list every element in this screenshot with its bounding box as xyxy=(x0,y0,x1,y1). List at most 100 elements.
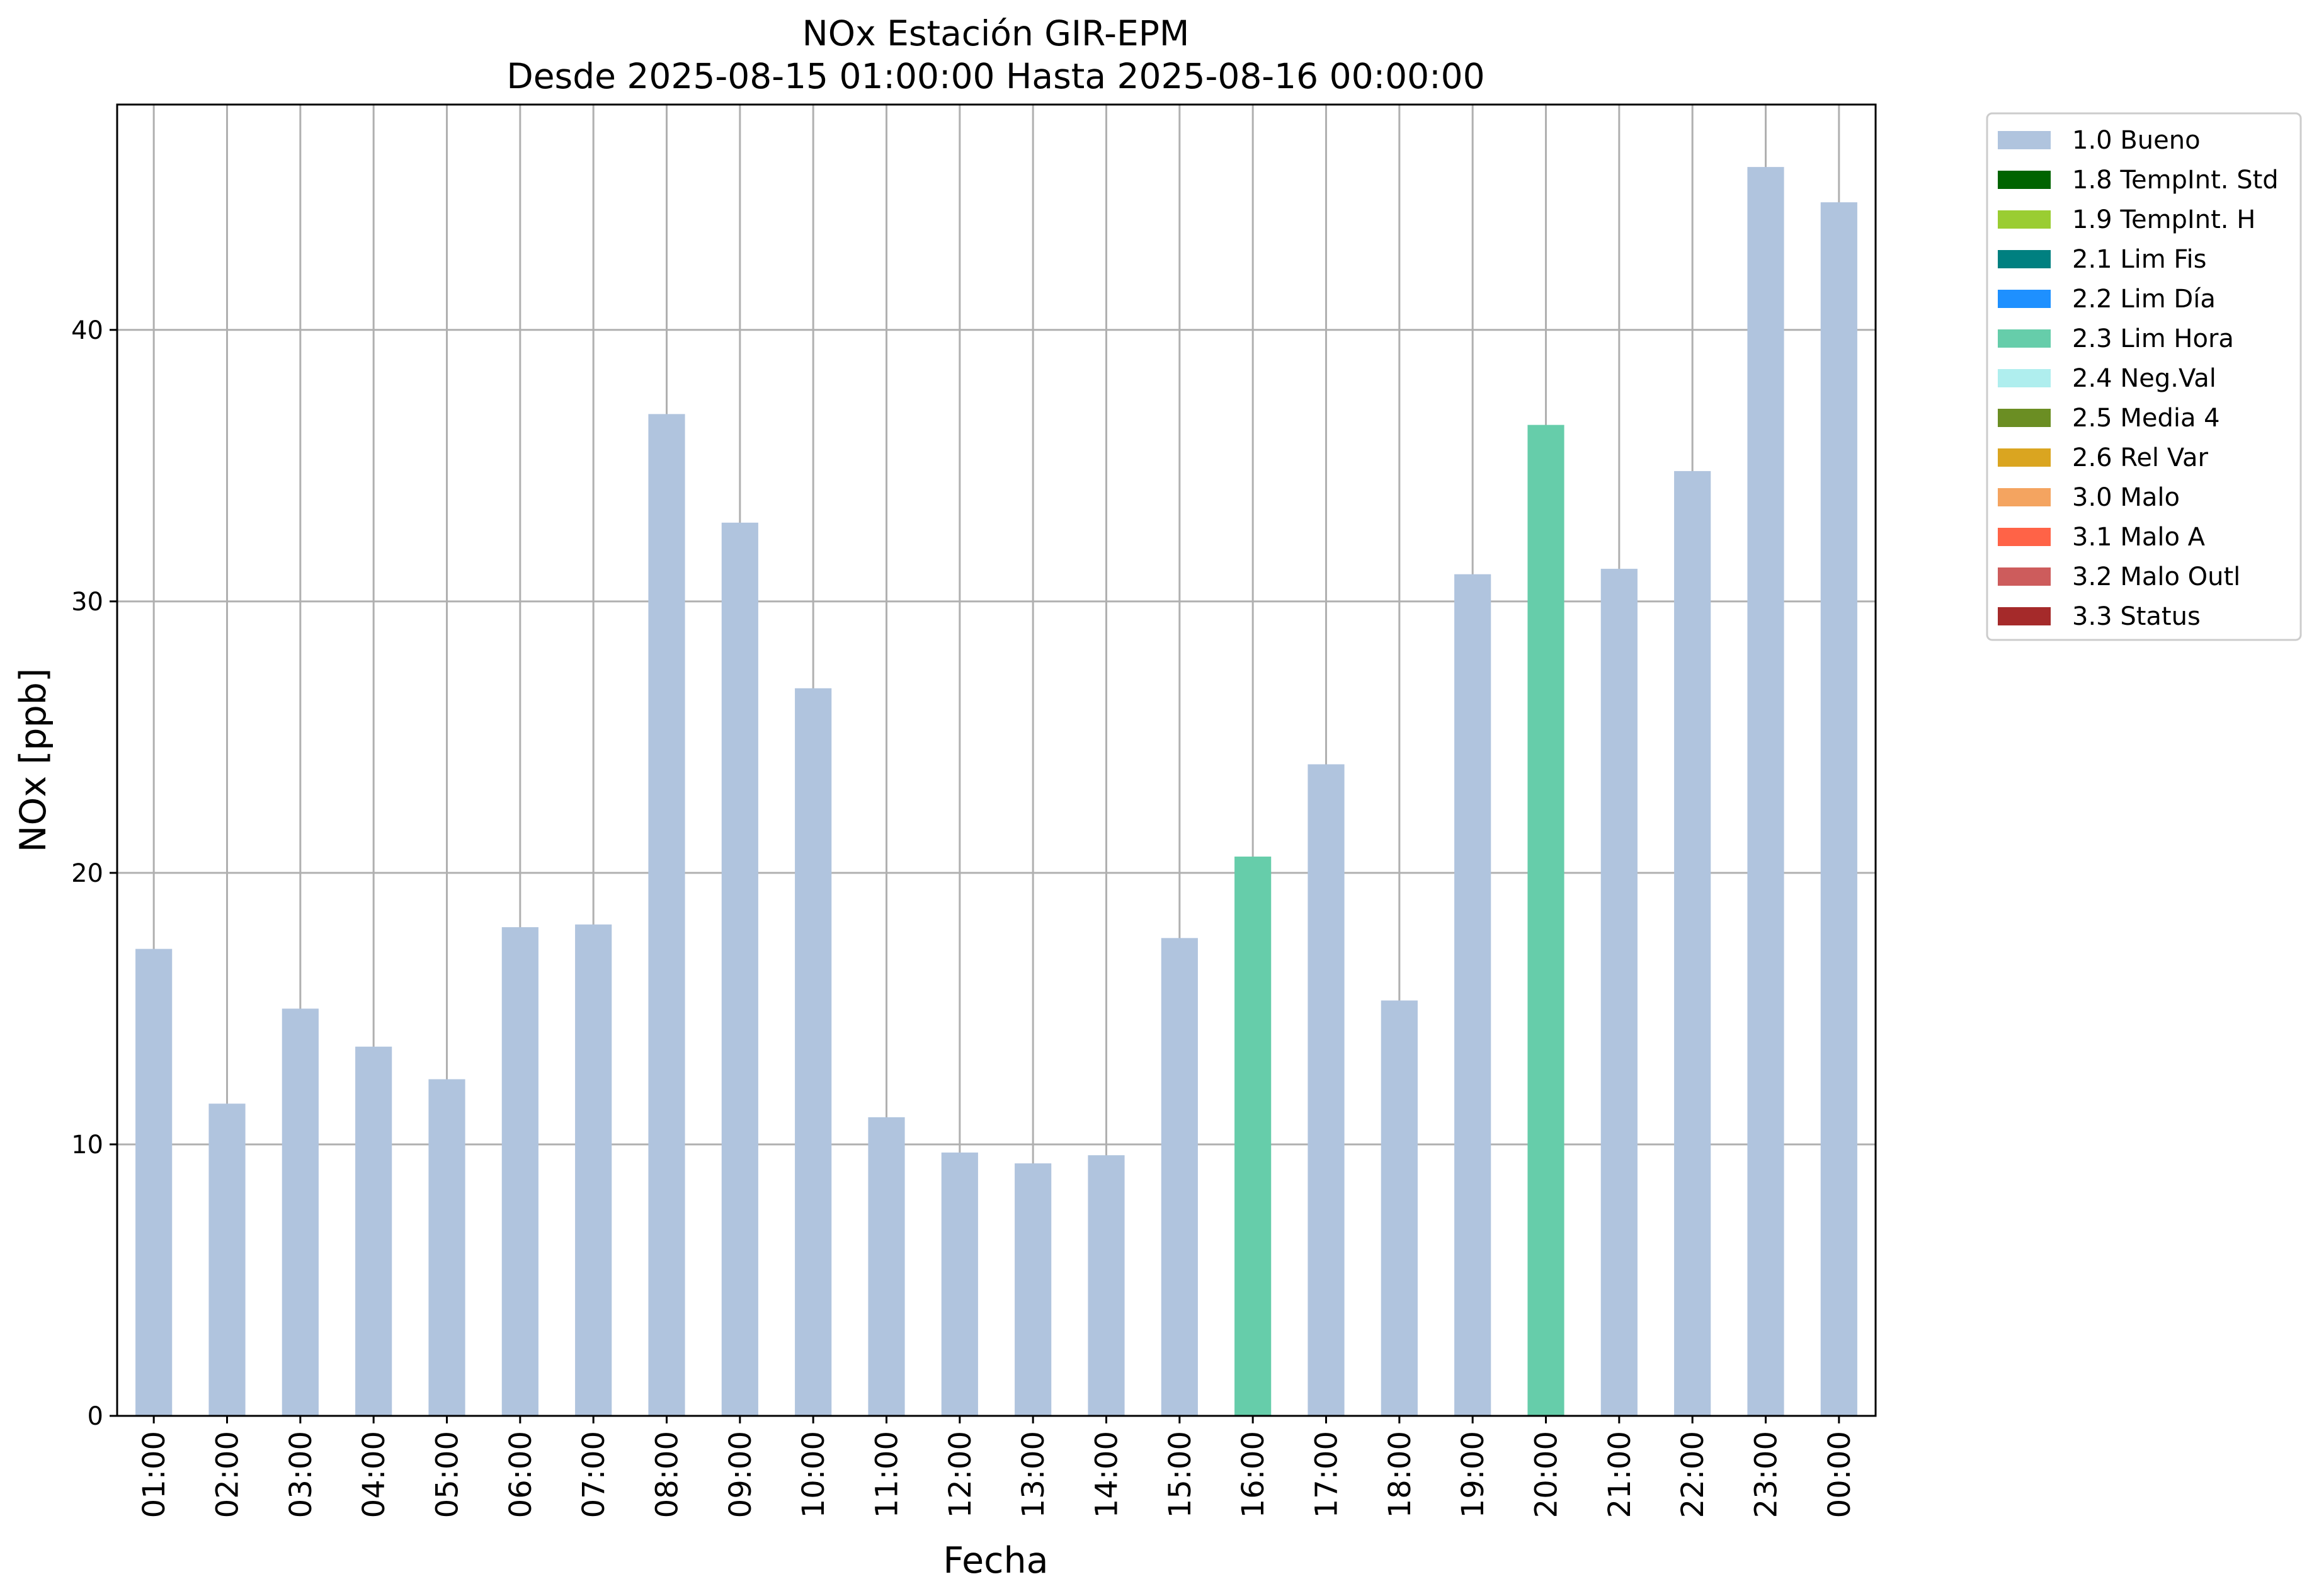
chart-subtitle: Desde 2025-08-15 01:00:00 Hasta 2025-08-… xyxy=(506,56,1484,96)
x-tick-label: 20:00 xyxy=(1529,1431,1564,1518)
x-tick-label: 09:00 xyxy=(723,1431,758,1518)
legend-swatch xyxy=(1998,607,2051,625)
legend-item: 1.8 TempInt. Std xyxy=(1998,166,2279,195)
y-tick-label: 0 xyxy=(88,1402,103,1431)
x-tick-label: 16:00 xyxy=(1236,1431,1271,1518)
x-tick-label: 12:00 xyxy=(943,1431,978,1518)
bar xyxy=(575,924,612,1416)
x-tick-label: 01:00 xyxy=(137,1431,172,1518)
x-tick-label: 07:00 xyxy=(576,1431,612,1518)
y-tick-label: 10 xyxy=(71,1131,103,1160)
legend-label: 2.4 Neg.Val xyxy=(2072,364,2216,393)
x-tick-label: 22:00 xyxy=(1675,1431,1711,1518)
y-tick-label: 20 xyxy=(71,859,103,888)
bar xyxy=(1381,1000,1418,1416)
legend-label: 2.5 Media 4 xyxy=(2072,404,2220,433)
legend-frame xyxy=(1986,112,2302,641)
bar xyxy=(135,949,173,1416)
bar xyxy=(941,1152,978,1416)
x-axis-ticks: 01:00 02:00 03:00 04:00 05:00 06:00 07:00 08:00… xyxy=(137,1416,1857,1518)
legend-label: 1.0 Bueno xyxy=(2072,126,2201,155)
bar xyxy=(1527,425,1564,1416)
bar xyxy=(1820,202,1857,1416)
legend-label: 3.0 Malo xyxy=(2072,483,2180,512)
legend-swatch xyxy=(1998,369,2051,387)
x-tick-label: 11:00 xyxy=(870,1431,905,1518)
x-tick-label: 00:00 xyxy=(1822,1431,1857,1518)
legend-item: 3.3 Status xyxy=(1998,602,2201,631)
legend-item: 3.1 Malo A xyxy=(1998,523,2206,552)
bar xyxy=(868,1117,905,1416)
bar xyxy=(648,414,685,1416)
x-tick-label: 08:00 xyxy=(650,1431,685,1518)
bar xyxy=(1234,857,1272,1416)
legend-swatch xyxy=(1998,329,2051,348)
legend-label: 2.2 Lim Día xyxy=(2072,285,2216,314)
bar xyxy=(1015,1163,1052,1416)
legend-swatch xyxy=(1998,448,2051,467)
y-tick-label: 40 xyxy=(71,316,103,345)
legend-item: 3.2 Malo Outl xyxy=(1998,562,2240,591)
legend-label: 2.1 Lim Fis xyxy=(2072,245,2206,274)
bar xyxy=(282,1008,319,1416)
bar xyxy=(355,1046,392,1416)
x-tick-label: 17:00 xyxy=(1309,1431,1345,1518)
plot-frame xyxy=(116,103,1877,1417)
x-tick-label: 04:00 xyxy=(356,1431,392,1518)
legend-label: 1.9 TempInt. H xyxy=(2072,205,2255,234)
legend-item: 2.3 Lim Hora xyxy=(1998,324,2234,353)
bar xyxy=(1747,167,1784,1416)
bar xyxy=(1674,470,1711,1416)
legend-label: 3.1 Malo A xyxy=(2072,523,2206,552)
legend-item: 2.5 Media 4 xyxy=(1998,404,2220,433)
legend-item: 1.9 TempInt. H xyxy=(1998,205,2255,234)
bar xyxy=(1161,938,1198,1416)
legend-item: 2.1 Lim Fis xyxy=(1998,245,2206,274)
legend-swatch xyxy=(1998,131,2051,149)
bar xyxy=(1454,574,1491,1416)
legend-label: 1.8 TempInt. Std xyxy=(2072,166,2279,195)
x-tick-label: 02:00 xyxy=(210,1431,246,1518)
x-tick-label: 15:00 xyxy=(1163,1431,1198,1518)
legend-item: 1.0 Bueno xyxy=(1998,126,2201,155)
bar xyxy=(795,688,832,1416)
bar xyxy=(721,522,758,1416)
legend-item: 2.6 Rel Var xyxy=(1998,443,2209,472)
x-tick-label: 06:00 xyxy=(503,1431,538,1518)
legend-label: 2.3 Lim Hora xyxy=(2072,324,2234,353)
legend-label: 3.2 Malo Outl xyxy=(2072,562,2240,591)
legend-swatch xyxy=(1998,488,2051,506)
legend-item: 2.2 Lim Día xyxy=(1998,285,2216,314)
legend-label: 2.6 Rel Var xyxy=(2072,443,2209,472)
chart-title: NOx Estación GIR-EPM xyxy=(802,13,1190,54)
legend-item: 3.0 Malo xyxy=(1998,483,2180,512)
legend-swatch xyxy=(1998,171,2051,189)
y-axis-label: NOx [ppb] xyxy=(13,668,54,852)
bar xyxy=(1088,1155,1125,1416)
x-tick-label: 10:00 xyxy=(796,1431,831,1518)
x-tick-label: 14:00 xyxy=(1090,1431,1125,1518)
bar xyxy=(1308,764,1345,1416)
bars xyxy=(135,167,1857,1416)
bar xyxy=(501,927,538,1416)
y-tick-label: 30 xyxy=(71,588,103,617)
x-tick-label: 05:00 xyxy=(430,1431,465,1518)
legend-label: 3.3 Status xyxy=(2072,602,2201,631)
legend-swatch xyxy=(1998,528,2051,546)
legend-swatch xyxy=(1998,567,2051,586)
bar xyxy=(208,1103,246,1416)
x-tick-label: 23:00 xyxy=(1749,1431,1784,1518)
legend-swatch xyxy=(1998,290,2051,308)
bar xyxy=(428,1079,465,1416)
x-tick-label: 21:00 xyxy=(1602,1431,1638,1518)
bar xyxy=(1600,569,1638,1416)
x-tick-label: 19:00 xyxy=(1456,1431,1491,1518)
x-tick-label: 03:00 xyxy=(283,1431,319,1518)
legend-swatch xyxy=(1998,409,2051,427)
y-axis-ticks: 0 10 20 30 40 xyxy=(71,316,117,1431)
legend: 1.0 Bueno 1.8 TempInt. Std 1.9 TempInt. H 2… xyxy=(1986,112,2302,641)
x-axis-label: Fecha xyxy=(943,1540,1048,1582)
legend-swatch xyxy=(1998,210,2051,229)
x-tick-label: 18:00 xyxy=(1382,1431,1418,1518)
